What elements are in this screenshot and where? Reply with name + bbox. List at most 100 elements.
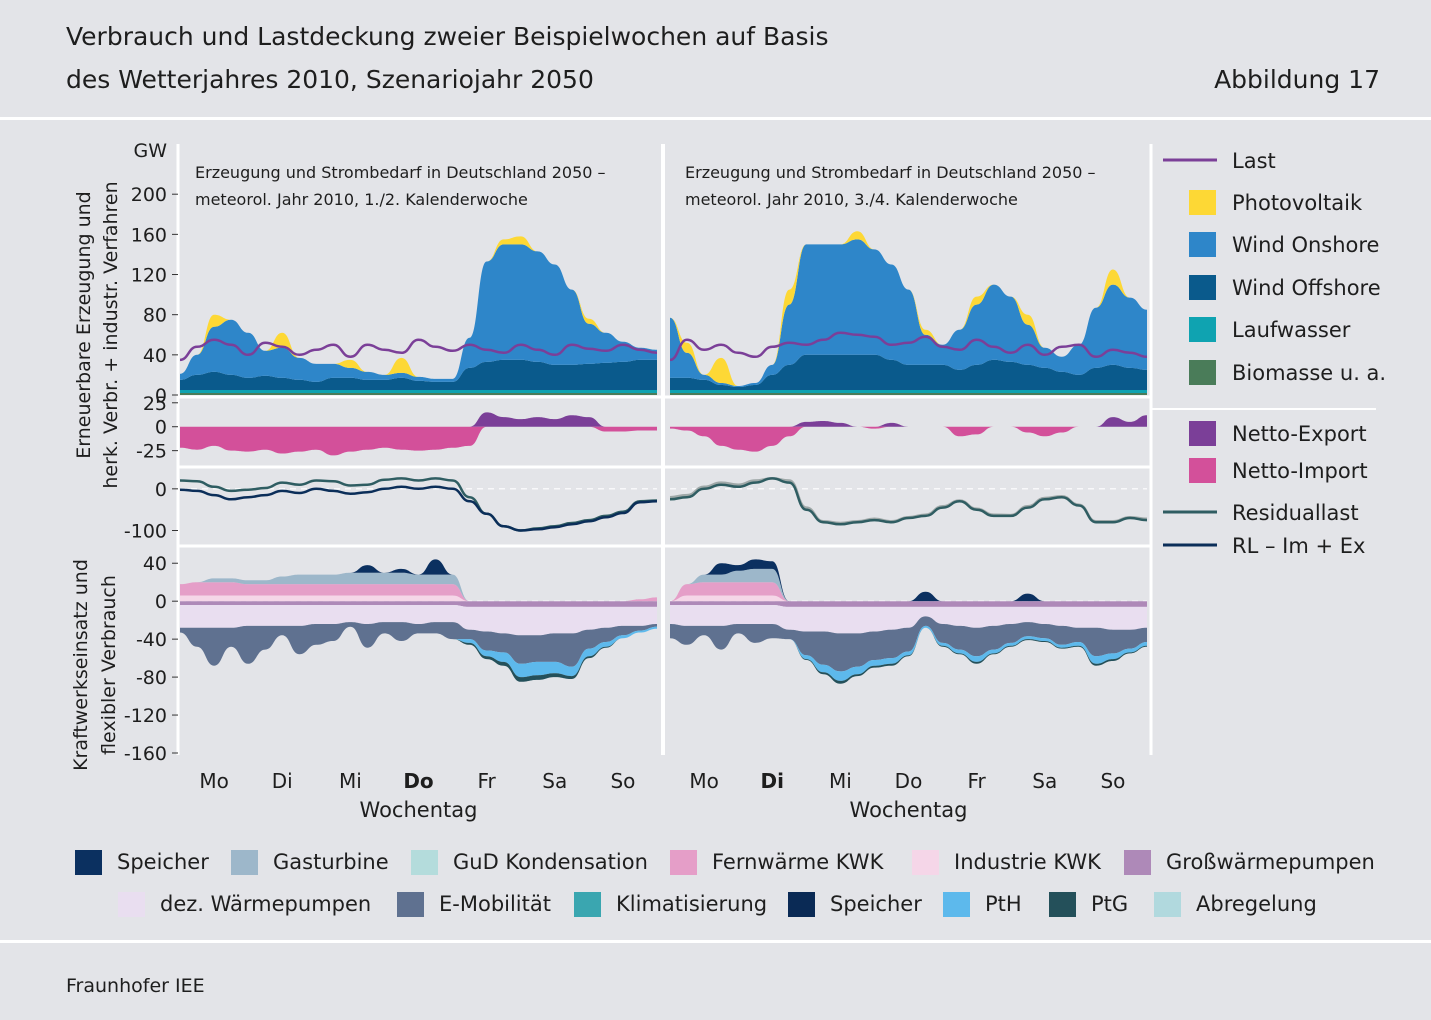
- bottom-axis-tick-label: 0: [155, 591, 167, 613]
- panel-1-rl-im-ex-line: [179, 485, 658, 532]
- legend-bottom-pth-swatch: [943, 892, 970, 917]
- legend-bottom-klimatisierung-label: Klimatisierung: [616, 892, 767, 916]
- panel-1-area-wind-onshore: [180, 244, 657, 382]
- legend-laufwasser-label: Laufwasser: [1232, 318, 1351, 342]
- legend-bottom-fernw-rme-kwk-swatch: [670, 850, 697, 875]
- legend-bottom-gud-kondensation-label: GuD Kondensation: [453, 850, 648, 874]
- panel-2-day-label: Mo: [689, 769, 719, 793]
- panel-1-bottom-area-grosswaermepumpen: [180, 601, 657, 607]
- panel-2-day-label: Fr: [968, 769, 987, 793]
- residual-axis-tick-label: 0: [155, 479, 167, 501]
- panel-2-area-laufwasser: [670, 390, 1147, 393]
- legend-biomasse-u-a--swatch: [1189, 360, 1216, 385]
- panel-2-area-photovoltaik: [670, 231, 1147, 386]
- footer: Fraunhofer IEE: [0, 940, 1431, 1020]
- legend-photovoltaik-swatch: [1189, 190, 1216, 215]
- legend-wind-onshore-swatch: [1189, 232, 1216, 257]
- panel-1-bottom-area-e-mobilitaet: [180, 622, 657, 667]
- panel-1-bottom-area-gasturbine: [180, 572, 657, 602]
- title-line-2: des Wetterjahres 2010, Szenariojahr 2050: [66, 65, 594, 94]
- legend-bottom-speicher-label: Speicher: [830, 892, 922, 916]
- netto-axis-tick-label: -25: [136, 441, 167, 463]
- legend-bottom-industrie-kwk-label: Industrie KWK: [954, 850, 1102, 874]
- top-axis-tick-label: 40: [143, 345, 167, 367]
- legend-bottom-e-mobilit-t-swatch: [397, 892, 424, 917]
- legend-last-label: Last: [1232, 149, 1276, 173]
- top-axis-tick-label: 120: [131, 265, 167, 287]
- netto-axis-tick-label: 25: [143, 393, 167, 415]
- ylabel-bottom-line2: flexibler Verbrauch: [98, 575, 120, 755]
- legend-bottom-pth-label: PtH: [985, 892, 1022, 916]
- panel-1-bottom-area-fernwaerme-kwk: [180, 582, 657, 602]
- legend-netto-export-swatch: [1189, 421, 1216, 446]
- panel-2-xlabel: Wochentag: [850, 798, 968, 822]
- panel-2-area-wind-offshore: [670, 354, 1147, 390]
- panel-2-area-wind-onshore: [670, 239, 1147, 387]
- panel-2-subtitle-line2: meteorol. Jahr 2010, 3./4. Kalenderwoche: [685, 190, 1018, 209]
- bottom-axis-tick-label: -40: [136, 629, 167, 651]
- figure-label: Abbildung 17: [1214, 65, 1380, 94]
- ylabel-top-line1: Erneuerbare Erzeugung und: [73, 191, 95, 459]
- legend-bottom-gasturbine-label: Gasturbine: [273, 850, 389, 874]
- panel-2-day-label: Do: [895, 769, 923, 793]
- panel-1-bottom-area-dez-waermepumpen: [180, 605, 657, 636]
- panel-2-day-label: So: [1100, 769, 1125, 793]
- panel-1-last-line: [179, 338, 658, 362]
- legend-bottom-dez-w-rmepumpen-swatch: [118, 892, 145, 917]
- top-axis-tick-label: 80: [143, 305, 167, 327]
- panel-1-netto-export-area: [180, 412, 657, 427]
- legend-bottom-gud-kondensation-swatch: [411, 850, 438, 875]
- panel-1-area-wind-offshore: [180, 359, 657, 390]
- header: Verbrauch und Lastdeckung zweier Beispie…: [0, 0, 1431, 120]
- panel-2-area-biomasse: [670, 393, 1147, 395]
- legend-wind-offshore-swatch: [1189, 275, 1216, 300]
- panel-1-day-label: Di: [272, 769, 293, 793]
- legend-bottom-fernw-rme-kwk-label: Fernwärme KWK: [712, 850, 885, 874]
- legend-laufwasser-swatch: [1189, 317, 1216, 342]
- legend-biomasse-u-a--label: Biomasse u. a.: [1232, 361, 1386, 385]
- legend-wind-offshore-label: Wind Offshore: [1232, 276, 1381, 300]
- legend-bottom-abregelung-swatch: [1154, 892, 1181, 917]
- panel-1-area-laufwasser: [180, 390, 657, 393]
- legend-netto-import-label: Netto-Import: [1232, 459, 1368, 483]
- legend-bottom-speicher-swatch: [788, 892, 815, 917]
- panel-1-day-label: So: [610, 769, 635, 793]
- panel-1-netto-import-area: [180, 426, 657, 456]
- ylabel-top-line2: herk. Verbr. + industr. Verfahren: [100, 181, 122, 488]
- legend-bottom-dez-w-rmepumpen-label: dez. Wärmepumpen: [160, 892, 371, 916]
- bottom-axis-tick-label: -160: [124, 743, 167, 765]
- panel-2-bottom-area-ptg: [670, 627, 1147, 684]
- legend-netto-export-label: Netto-Export: [1232, 422, 1367, 446]
- panel-2-bottom-area-grosswaermepumpen: [670, 601, 1147, 607]
- panel-2-last-line: [669, 331, 1148, 362]
- panel-1-bottom-area-industrie-kwk: [180, 595, 657, 602]
- legend-netto-import-swatch: [1189, 458, 1216, 483]
- panel-2-day-label: Sa: [1032, 769, 1057, 793]
- bottom-axis-tick-label: 40: [143, 553, 167, 575]
- netto-axis-tick-label: 0: [155, 417, 167, 439]
- legend-bottom-ptg-label: PtG: [1091, 892, 1128, 916]
- panel-1-day-label: Mo: [199, 769, 229, 793]
- panel-1-area-biomasse: [180, 393, 657, 395]
- legend-bottom-industrie-kwk-swatch: [912, 850, 939, 875]
- panel-1-subtitle-line2: meteorol. Jahr 2010, 1./2. Kalenderwoche: [195, 190, 528, 209]
- title-line-1: Verbrauch und Lastdeckung zweier Beispie…: [66, 22, 829, 51]
- bottom-axis-tick-label: -120: [124, 705, 167, 727]
- panel-1-day-label: Do: [403, 769, 433, 793]
- source-label: Fraunhofer IEE: [66, 975, 205, 997]
- panel-2-bottom-area-fernwaerme-kwk: [670, 582, 1147, 602]
- legend-bottom-klimatisierung-swatch: [574, 892, 601, 917]
- panel-1-day-label: Mi: [339, 769, 362, 793]
- panel-1-day-label: Fr: [478, 769, 497, 793]
- panel-2-day-label: Di: [760, 769, 783, 793]
- bottom-axis-tick-label: -80: [136, 667, 167, 689]
- legend-wind-onshore-label: Wind Onshore: [1232, 233, 1379, 257]
- panel-2-day-label: Mi: [829, 769, 852, 793]
- ylabel-bottom-line1: Kraftwerkseinsatz und: [70, 559, 92, 771]
- legend-bottom-speicher-swatch: [75, 850, 102, 875]
- legend-bottom-e-mobilit-t-label: E-Mobilität: [439, 892, 551, 916]
- legend-photovoltaik-label: Photovoltaik: [1232, 191, 1363, 215]
- legend-residuallast-label: Residuallast: [1232, 501, 1359, 525]
- panel-2-bottom-area-e-mobilitaet: [670, 616, 1147, 672]
